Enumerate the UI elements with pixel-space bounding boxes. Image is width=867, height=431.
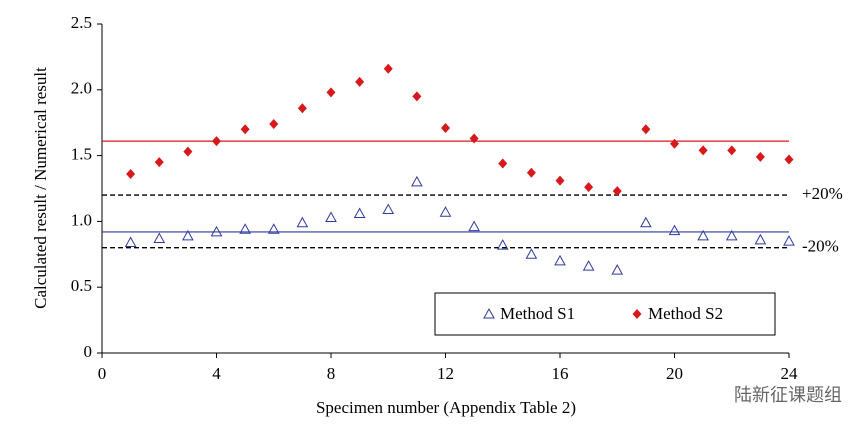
point [325,211,337,222]
bound-label: -20% [802,237,839,256]
point [469,133,479,144]
x-axis-label: Specimen number (Appendix Table 2) [316,398,576,417]
point [641,124,651,135]
point [640,216,652,228]
point [783,235,795,246]
point [698,145,708,156]
point [412,91,422,102]
point [212,136,221,147]
point [612,186,622,197]
point [411,175,423,187]
point [267,223,280,234]
point [326,87,336,98]
legend-label: Method S2 [648,304,723,323]
y-tick-label: 0 [84,342,93,361]
point [182,229,194,241]
point [154,157,164,168]
point [441,122,450,133]
point [269,119,279,130]
point [383,63,393,74]
point [784,154,794,165]
point [755,151,765,162]
x-tick-label: 16 [552,364,569,383]
x-tick-label: 20 [666,364,683,383]
point [725,229,738,241]
x-tick-label: 12 [437,364,454,383]
point [210,225,223,237]
watermark: 陆新征课题组 [734,385,842,406]
point [297,103,307,114]
point [153,232,166,244]
y-tick-label: 2.5 [71,13,92,32]
legend-label: Method S1 [500,304,575,323]
point [697,229,709,241]
x-tick-label: 0 [98,364,107,383]
point [754,233,767,245]
point [126,169,136,180]
point [525,248,538,259]
point [296,216,309,228]
point [124,236,137,247]
y-tick-label: 0.5 [71,276,92,295]
point [611,264,624,275]
y-axis-label: Calculated result / Numerical result [31,67,50,309]
legend-marker [632,309,642,319]
point [183,146,193,157]
point [353,207,366,219]
x-tick-label: 4 [212,364,221,383]
legend-marker [483,307,495,319]
x-tick-label: 24 [781,364,799,383]
point [668,224,681,236]
point [382,203,395,215]
point [439,206,452,217]
x-tick-label: 8 [327,364,336,383]
point [526,167,536,178]
point [555,175,565,186]
point [496,239,509,250]
point [582,260,595,271]
bound-label: +20% [802,184,843,203]
point [584,182,594,193]
point [240,124,250,135]
point [355,76,365,87]
point [670,138,679,149]
point [554,254,566,266]
point [468,220,480,232]
point [498,158,508,169]
point [727,145,737,156]
y-tick-label: 1.5 [71,145,92,164]
y-tick-label: 2.0 [71,79,92,98]
y-tick-label: 1.0 [71,210,92,229]
point [239,223,251,234]
